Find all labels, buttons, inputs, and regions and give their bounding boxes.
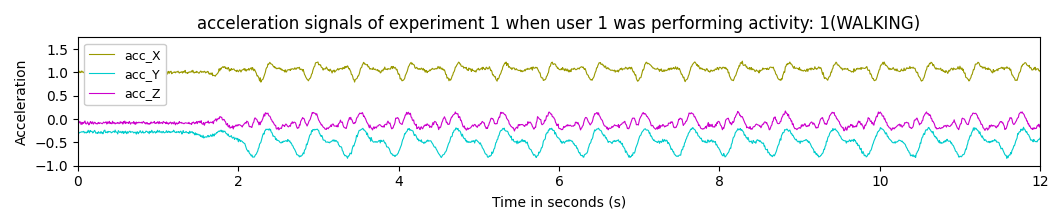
acc_X xyxy=(518,70,531,72)
acc_Y xyxy=(71,131,84,133)
Line: acc_Z: acc_Z xyxy=(78,111,1041,131)
Legend: acc_X, acc_Y, acc_Z: acc_X, acc_Y, acc_Z xyxy=(84,44,166,105)
acc_Z xyxy=(71,122,84,125)
Line: acc_Y: acc_Y xyxy=(78,127,1041,158)
acc_X xyxy=(1034,70,1047,73)
acc_Y xyxy=(185,131,198,134)
acc_Z xyxy=(518,125,531,127)
acc_X xyxy=(500,64,513,67)
Y-axis label: Acceleration: Acceleration xyxy=(15,58,29,145)
acc_Y xyxy=(619,151,632,154)
acc_Y xyxy=(146,130,159,133)
acc_X xyxy=(254,81,267,84)
acc_Z xyxy=(500,115,513,118)
acc_Y xyxy=(500,130,513,133)
acc_Z xyxy=(480,127,493,130)
acc_X xyxy=(146,71,159,73)
acc_X xyxy=(481,66,494,69)
acc_Y xyxy=(480,153,493,155)
acc_X xyxy=(619,66,632,69)
acc_X xyxy=(71,71,84,74)
acc_Z xyxy=(779,110,792,112)
acc_X xyxy=(736,60,749,62)
Title: acceleration signals of experiment 1 when user 1 was performing activity: 1(WALK: acceleration signals of experiment 1 whe… xyxy=(198,15,920,33)
acc_X xyxy=(185,69,198,72)
acc_Y xyxy=(1000,157,1013,160)
acc_Y xyxy=(1017,126,1030,129)
Line: acc_X: acc_X xyxy=(78,61,1041,82)
acc_Z xyxy=(146,121,159,124)
acc_Z xyxy=(185,123,198,126)
acc_Y xyxy=(1034,137,1047,139)
acc_Z xyxy=(508,130,520,132)
acc_Y xyxy=(517,139,530,142)
acc_Z xyxy=(1034,124,1047,127)
X-axis label: Time in seconds (s): Time in seconds (s) xyxy=(492,195,627,209)
acc_Z xyxy=(619,123,632,126)
